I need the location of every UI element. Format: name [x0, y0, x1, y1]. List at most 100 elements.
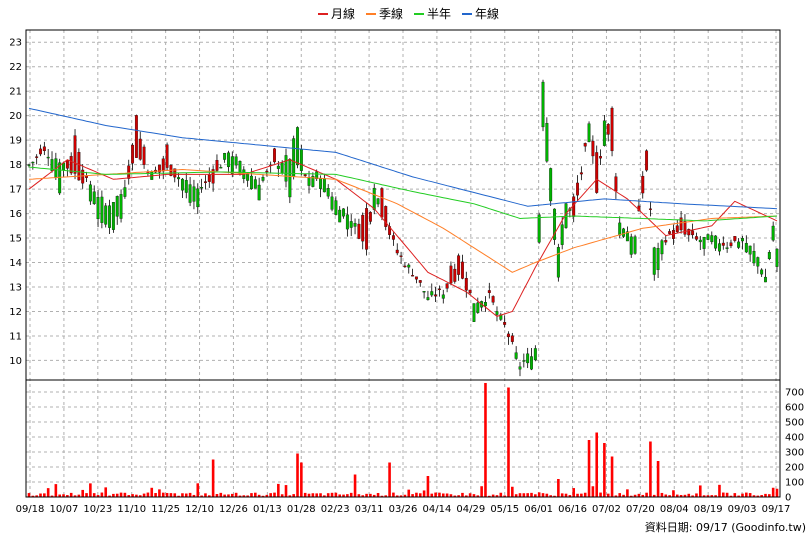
volume-bar	[380, 495, 384, 497]
candle-up	[530, 356, 533, 370]
candle-down	[418, 280, 422, 283]
candle-down	[648, 208, 652, 210]
price-tick-label: 20	[9, 111, 22, 122]
candle-up	[771, 225, 775, 241]
candle-up	[246, 173, 250, 181]
volume-bar	[161, 492, 165, 497]
candle-up	[767, 252, 771, 260]
candle-up	[284, 155, 288, 182]
volume-bar	[184, 493, 188, 497]
candle-down	[39, 148, 42, 155]
volume-bar	[656, 461, 660, 497]
volume-bar	[323, 495, 326, 497]
volume-bar	[464, 495, 468, 497]
volume-bar	[721, 492, 725, 497]
date-tick-label: 01/13	[253, 504, 282, 515]
volume-bar	[706, 495, 710, 497]
volume-bar	[745, 492, 748, 497]
volume-bar	[265, 494, 269, 497]
volume-bar	[150, 487, 154, 497]
volume-bar	[587, 440, 591, 497]
candle-up	[537, 214, 541, 243]
volume-bar	[687, 493, 691, 497]
volume-bar	[353, 474, 357, 497]
volume-bar	[54, 484, 58, 497]
volume-panel-frame	[25, 379, 781, 498]
candle-down	[384, 206, 388, 227]
volume-tick-label: 200	[785, 463, 804, 474]
candle-up	[660, 240, 664, 255]
volume-bar	[407, 489, 411, 497]
candle-down	[35, 156, 39, 158]
volume-bar	[637, 493, 641, 497]
half_year-ma-line	[28, 166, 778, 222]
volume-bar	[188, 492, 192, 497]
date-tick-label: 06/16	[558, 504, 587, 515]
volume-bar	[31, 495, 35, 497]
candle-up	[710, 235, 714, 243]
candle-down	[510, 335, 514, 342]
volume-bar	[112, 493, 115, 497]
volume-bar	[472, 494, 476, 497]
volume-bar	[441, 493, 445, 497]
candle-down	[204, 181, 207, 184]
volume-bar	[146, 492, 150, 497]
candle-up	[349, 221, 353, 228]
candle-down	[361, 214, 365, 242]
candle-up	[514, 352, 518, 359]
candle-up	[714, 235, 718, 249]
volume-bar	[315, 493, 318, 497]
date-tick-label: 09/18	[16, 504, 45, 515]
volume-bar	[606, 493, 610, 497]
candle-up	[330, 196, 334, 210]
volume-bar	[418, 493, 422, 497]
volume-bar	[388, 462, 391, 497]
volume-bar	[123, 492, 127, 497]
volume-bar	[718, 484, 721, 497]
volume-bar	[177, 495, 180, 497]
candle-up	[602, 120, 606, 146]
candle-down	[207, 174, 211, 182]
candle-down	[165, 144, 169, 168]
volume-bar	[518, 493, 522, 497]
volume-bar	[530, 492, 533, 497]
candle-down	[579, 172, 583, 175]
candle-up	[261, 176, 265, 181]
candle-up	[27, 164, 31, 166]
date-tick-label: 12/26	[219, 504, 248, 515]
date-tick-label: 08/19	[694, 504, 723, 515]
yearly-ma-line	[28, 107, 778, 210]
candle-up	[196, 188, 200, 208]
volume-bar	[43, 493, 46, 497]
candle-up	[223, 153, 227, 160]
candle-up	[104, 205, 108, 225]
candle-up	[88, 184, 92, 202]
volume-tick-label: 100	[785, 478, 804, 489]
candle-up	[326, 188, 330, 197]
candle-up	[200, 187, 204, 189]
volume-bar	[365, 493, 368, 497]
candle-up	[407, 264, 411, 268]
volume-bar	[610, 456, 614, 497]
volume-bar	[115, 493, 119, 497]
candle-up	[119, 194, 123, 219]
quarterly-legend-label: 季線	[379, 6, 403, 21]
volume-bar	[541, 493, 545, 497]
volume-bar	[69, 492, 73, 497]
volume-bar	[292, 494, 295, 497]
candle-up	[345, 214, 349, 230]
volume-bar	[603, 443, 606, 497]
volume-bar	[85, 493, 88, 497]
volume-bar	[591, 486, 595, 497]
volume-bar	[158, 489, 161, 497]
data-date-footer: 資料日期: 09/17 (Goodinfo.tw)	[640, 519, 806, 535]
volume-bar	[514, 494, 518, 497]
candle-down	[668, 231, 672, 234]
candle-up	[426, 297, 430, 301]
volume-bar	[568, 495, 572, 497]
candle-up	[652, 247, 656, 275]
date-tick-label: 04/29	[456, 504, 485, 515]
candle-up	[775, 248, 779, 267]
date-tick-label: 07/02	[592, 504, 621, 515]
